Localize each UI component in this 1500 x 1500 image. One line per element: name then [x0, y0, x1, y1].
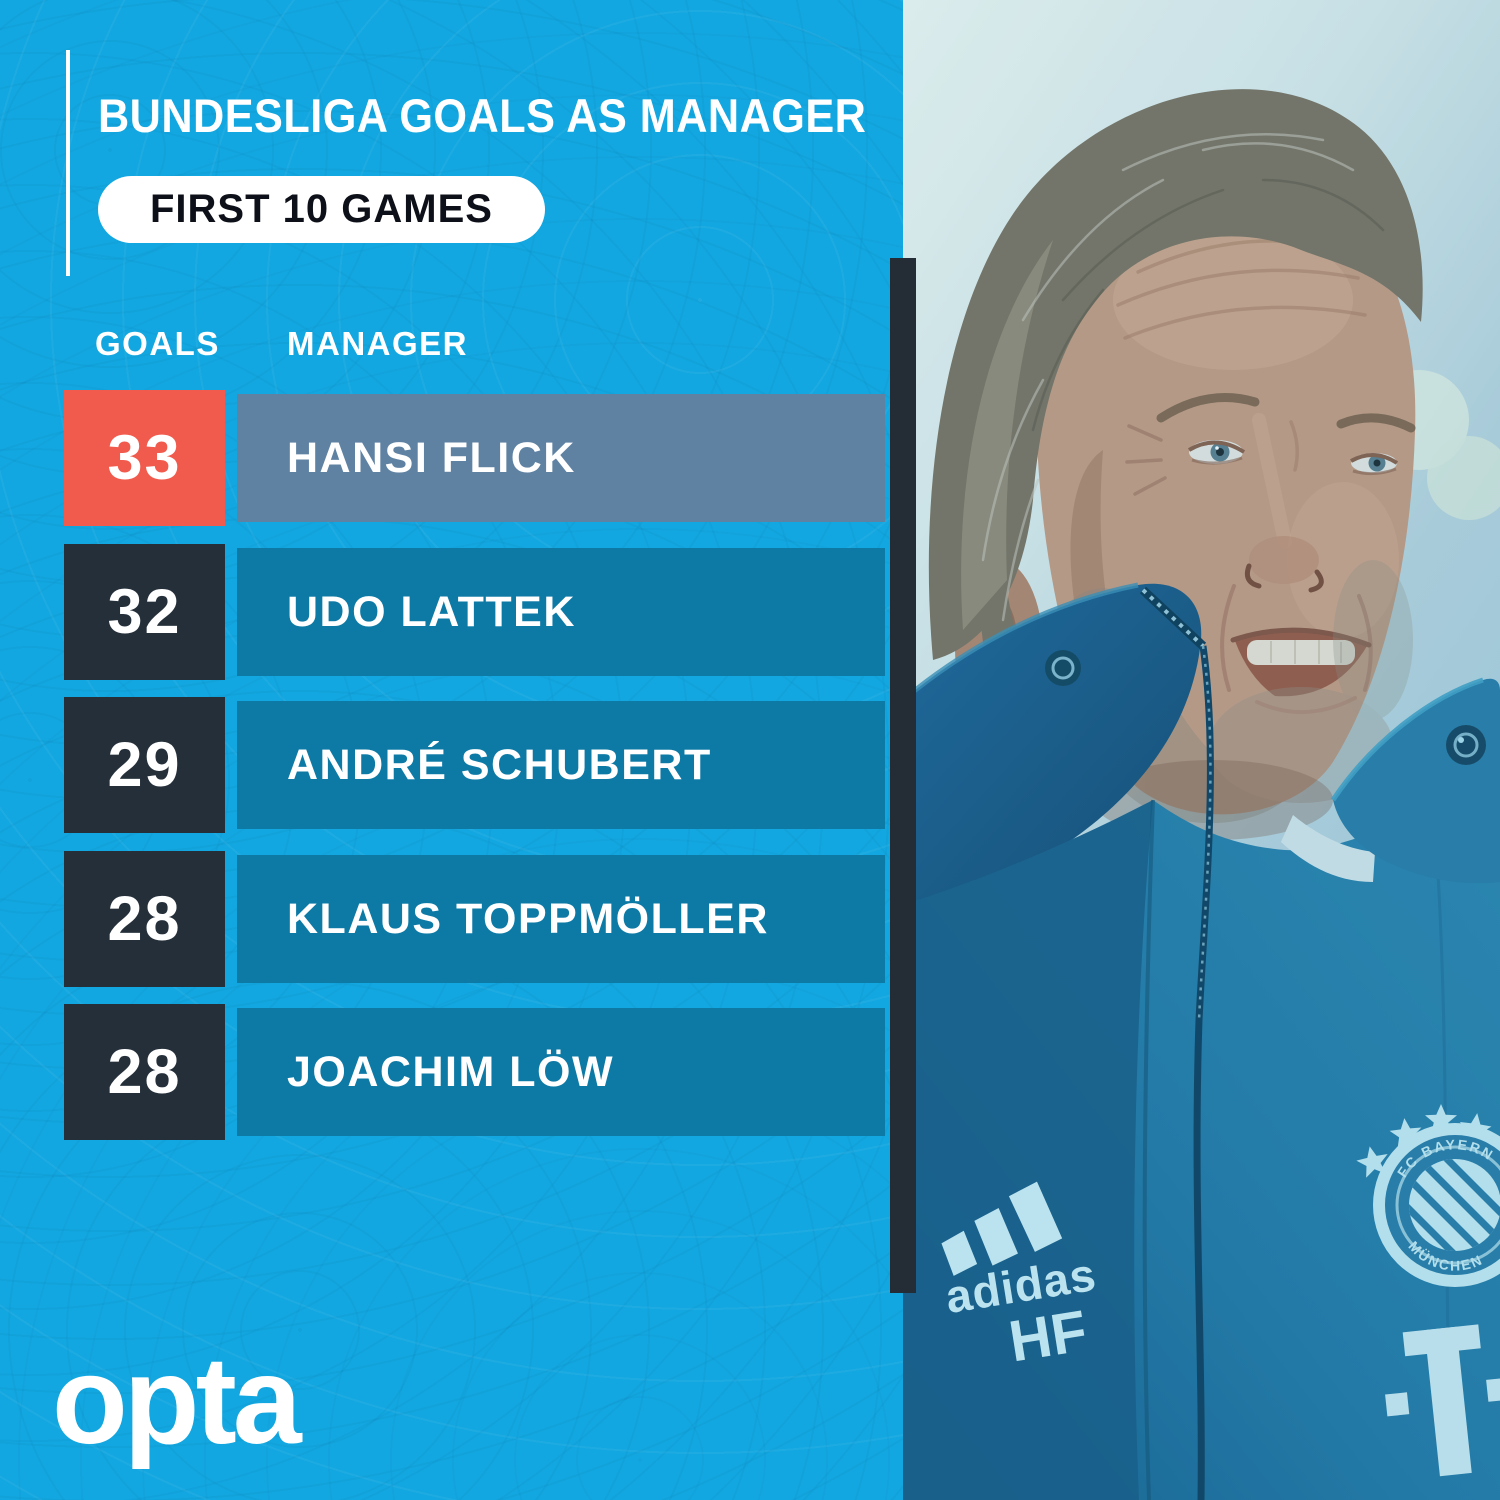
- telekom-logo: [1385, 1324, 1500, 1477]
- subtitle-badge: FIRST 10 GAMES: [98, 176, 545, 243]
- adidas-logo: adidas HF: [941, 1181, 1100, 1374]
- goals-value-box: 28: [64, 851, 225, 987]
- table-row: 33 HANSI FLICK: [0, 390, 903, 526]
- manager-bar: UDO LATTEK: [237, 548, 885, 676]
- photo-tint-overlay: [903, 0, 1500, 1500]
- column-header-goals: GOALS: [95, 325, 220, 362]
- goals-value-box: 29: [64, 697, 225, 833]
- column-header-manager: MANAGER: [287, 325, 468, 362]
- manager-bar: ANDRÉ SCHUBERT: [237, 701, 885, 829]
- goals-value-box: 32: [64, 544, 225, 680]
- nose: [1244, 413, 1324, 593]
- manager-bar: KLAUS TOPPMÖLLER: [237, 855, 885, 983]
- manager-name: ANDRÉ SCHUBERT: [287, 740, 712, 789]
- title-accent-line: [66, 50, 70, 276]
- photo-illustration: adidas HF: [901, 0, 1500, 1500]
- table-row: 29 ANDRÉ SCHUBERT: [0, 697, 903, 833]
- undershirt: [1281, 815, 1375, 882]
- manager-name: HANSI FLICK: [287, 433, 576, 482]
- crows-feet-wrinkles: [1125, 424, 1167, 496]
- jacket-left-collar: [903, 583, 1202, 912]
- page-title: BUNDESLIGA GOALS AS MANAGER: [98, 89, 867, 142]
- manager-name: JOACHIM LÖW: [287, 1047, 615, 1096]
- goals-value-box: 33: [64, 390, 225, 526]
- manager-name: UDO LATTEK: [287, 587, 576, 636]
- snap-button: [1045, 650, 1486, 765]
- table-row: 28 KLAUS TOPPMÖLLER: [0, 851, 903, 987]
- goals-value-box: 28: [64, 1004, 225, 1140]
- manager-bar: HANSI FLICK: [237, 394, 885, 522]
- manager-bar: JOACHIM LÖW: [237, 1008, 885, 1136]
- dark-side-strip: [890, 258, 916, 1293]
- zipper: [1139, 586, 1214, 1500]
- bayern-crest: FC BAYERN MÜNCHEN: [1373, 1123, 1500, 1287]
- smiling-mouth: [1230, 627, 1372, 715]
- manager-initials: HF: [1005, 1298, 1092, 1374]
- opta-logo: opta: [52, 1332, 302, 1470]
- eyes: [1187, 440, 1399, 476]
- table-row: 28 JOACHIM LÖW: [0, 1004, 903, 1140]
- eyebrows: [1156, 393, 1416, 433]
- forehead-wrinkles: [1116, 239, 1367, 472]
- manager-name: KLAUS TOPPMÖLLER: [287, 894, 769, 943]
- table-row: 32 UDO LATTEK: [0, 544, 903, 680]
- subtitle-badge-label: FIRST 10 GAMES: [150, 187, 493, 231]
- hansi-flick-photo: adidas HF: [901, 0, 1500, 1500]
